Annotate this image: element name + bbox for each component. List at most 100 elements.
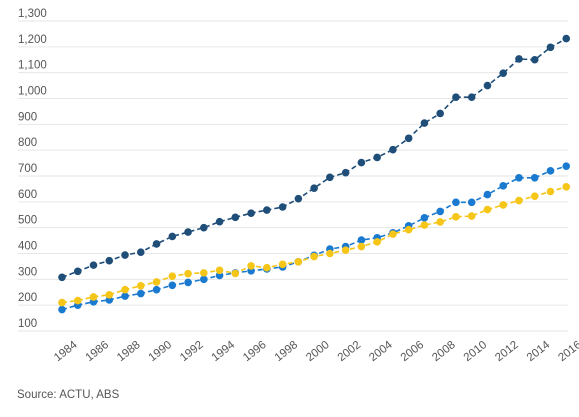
data-point	[562, 183, 571, 191]
data-point	[389, 230, 397, 238]
series-line	[61, 37, 567, 279]
data-point	[404, 134, 413, 143]
data-point	[467, 212, 476, 220]
data-point	[294, 257, 303, 266]
data-point	[452, 213, 460, 221]
data-point	[278, 203, 287, 211]
y-tick-label: 1,100	[18, 60, 47, 72]
data-point	[89, 293, 98, 301]
data-point	[357, 158, 366, 167]
data-point	[530, 55, 539, 64]
data-point	[152, 278, 161, 286]
data-point	[499, 69, 508, 77]
data-point	[530, 192, 539, 200]
data-point	[420, 119, 429, 127]
y-axis-tick-labels: 100 200 300 400 500 600 700 800 900 1,000 1,100 1,2…	[18, 8, 47, 330]
x-axis-tick-labels: 1984 1986 1988 1990 1992 1994 1996 1998 2000 2002…	[52, 339, 579, 365]
x-tick-label: 2000	[304, 339, 332, 364]
data-point	[452, 93, 460, 102]
series-group	[58, 34, 571, 314]
data-point	[389, 145, 397, 154]
y-tick-label: 800	[18, 137, 37, 149]
data-point	[341, 168, 350, 177]
x-tick-label: 2006	[399, 339, 427, 364]
data-point	[530, 174, 539, 182]
data-point	[515, 196, 523, 205]
data-point	[121, 292, 129, 300]
data-point	[326, 249, 334, 258]
data-point	[357, 236, 366, 244]
data-point	[231, 269, 240, 278]
data-point	[436, 207, 444, 216]
data-point	[184, 269, 192, 278]
x-tick-label: 2014	[525, 339, 553, 365]
data-point	[310, 252, 318, 261]
y-tick-label: 1,200	[18, 34, 47, 46]
x-tick-label: 1986	[84, 339, 112, 364]
x-tick-label: 2016	[556, 339, 579, 364]
data-point	[73, 267, 82, 276]
data-point	[452, 198, 460, 207]
data-point	[483, 205, 492, 214]
data-point	[467, 198, 476, 207]
data-point	[231, 213, 240, 222]
data-point	[373, 238, 381, 246]
data-point	[58, 298, 66, 307]
data-point	[326, 173, 334, 182]
y-tick-label: 600	[18, 189, 37, 201]
data-point	[136, 289, 145, 298]
data-point	[404, 225, 413, 234]
data-point	[515, 55, 523, 63]
data-point	[278, 260, 287, 269]
x-tick-label: 2010	[462, 339, 490, 364]
data-point	[168, 272, 177, 281]
y-tick-label: 500	[18, 215, 37, 227]
data-point	[263, 206, 271, 214]
data-point	[436, 109, 444, 118]
data-point	[562, 34, 571, 43]
data-point	[168, 281, 177, 290]
data-point	[420, 221, 429, 229]
y-tick-label: 100	[18, 318, 37, 330]
data-point	[105, 256, 114, 265]
data-point	[247, 262, 255, 270]
y-tick-label: 1,300	[18, 8, 47, 20]
data-point	[546, 43, 555, 52]
data-point	[200, 223, 208, 232]
x-tick-label: 1994	[210, 339, 238, 365]
data-point	[341, 246, 350, 254]
x-tick-label: 2002	[336, 339, 364, 364]
source-note: Source: ACTU, ABS	[17, 389, 120, 401]
x-tick-label: 1998	[273, 339, 301, 364]
data-point	[184, 278, 192, 287]
data-point	[121, 251, 129, 259]
series-3	[58, 183, 571, 307]
data-point	[499, 182, 508, 190]
x-tick-label: 1990	[147, 339, 175, 364]
y-tick-label: 700	[18, 163, 37, 175]
data-point	[467, 93, 476, 102]
data-point	[184, 228, 192, 236]
x-tick-label: 1988	[115, 339, 143, 364]
y-tick-label: 1,000	[18, 86, 47, 98]
y-tick-label: 400	[18, 241, 37, 253]
data-point	[420, 214, 429, 222]
data-point	[310, 184, 318, 192]
data-point	[483, 81, 492, 90]
data-point	[73, 296, 82, 305]
data-point	[58, 305, 66, 314]
data-point	[200, 275, 208, 284]
data-point	[247, 209, 255, 217]
data-point	[546, 167, 555, 175]
data-point	[121, 285, 129, 294]
data-point	[58, 273, 66, 282]
grid-lines	[18, 20, 568, 332]
x-tick-label: 2004	[367, 339, 395, 365]
x-tick-label: 1984	[52, 339, 80, 365]
data-point	[89, 261, 98, 269]
data-point	[136, 248, 145, 257]
series-1	[58, 34, 571, 282]
data-point	[152, 285, 161, 294]
data-point	[515, 174, 523, 182]
data-point	[168, 232, 177, 241]
